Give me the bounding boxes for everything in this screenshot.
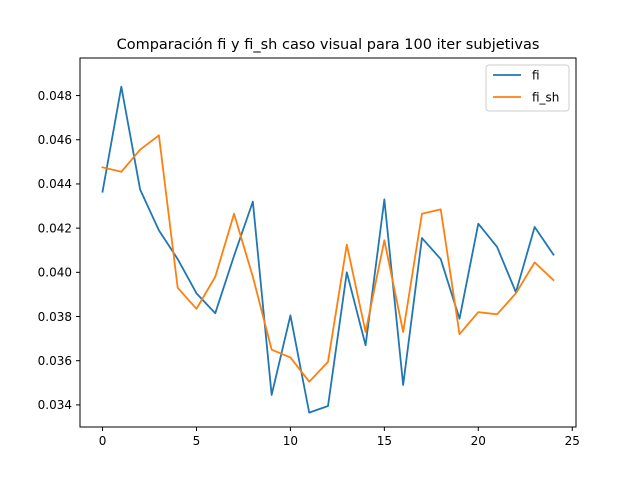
legend-label-fi: fi bbox=[532, 69, 540, 83]
y-tick-label: 0.048 bbox=[38, 89, 72, 103]
x-tick-label: 10 bbox=[283, 434, 298, 448]
series-layer bbox=[101, 85, 555, 414]
y-tick-label: 0.042 bbox=[38, 221, 72, 235]
x-tick-label: 25 bbox=[565, 434, 580, 448]
x-tick-label: 20 bbox=[471, 434, 486, 448]
legend-label-fi-sh: fi_sh bbox=[532, 91, 559, 105]
y-tick-label: 0.040 bbox=[38, 266, 72, 280]
y-tick-label: 0.038 bbox=[38, 310, 72, 324]
x-tick-label: 0 bbox=[99, 434, 107, 448]
x-tick-label: 5 bbox=[193, 434, 201, 448]
x-tick-label: 15 bbox=[377, 434, 392, 448]
legend-box bbox=[485, 64, 570, 112]
y-axis: 0.034 0.036 0.038 0.040 0.042 0.044 0.046 0.048 bbox=[38, 89, 80, 412]
legend: fi fi_sh bbox=[485, 64, 570, 112]
y-tick-label: 0.036 bbox=[38, 354, 72, 368]
x-axis: 0 5 10 15 20 25 bbox=[99, 427, 580, 448]
axes-frame bbox=[79, 57, 577, 428]
y-tick-label: 0.044 bbox=[38, 177, 72, 191]
plot-area bbox=[80, 58, 576, 427]
y-tick-label: 0.034 bbox=[38, 398, 72, 412]
chart-title: Comparación fi y fi_sh caso visual para … bbox=[117, 37, 540, 53]
y-tick-label: 0.046 bbox=[38, 133, 72, 147]
